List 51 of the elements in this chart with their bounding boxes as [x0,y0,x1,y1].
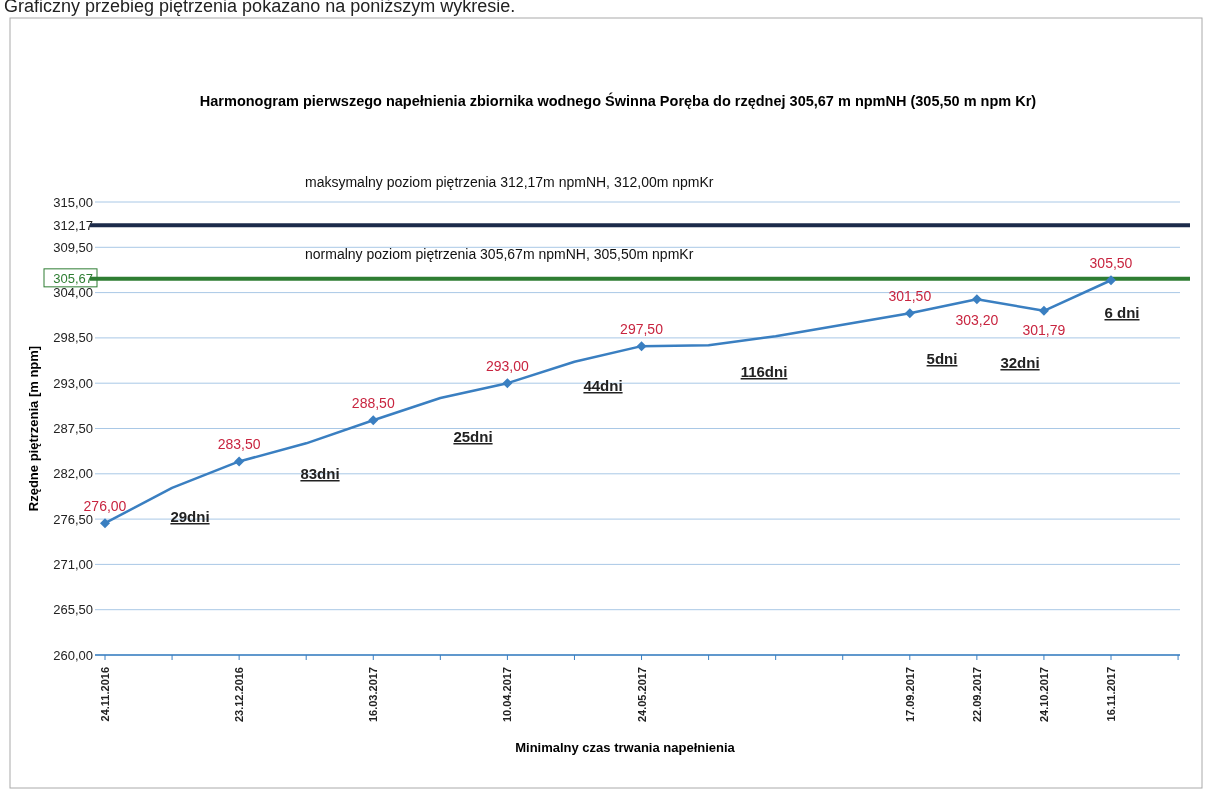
data-label: 301,79 [1022,321,1066,338]
point [904,308,915,319]
annotation: 5dni [926,350,958,367]
x-tick-label: 22.09.2017 [970,667,983,723]
x-tick-label: 24.11.2016 [99,667,111,722]
data-label: 303,20 [955,312,999,329]
chart-title: Harmonogram pierwszego napełnienia zbiornika wodnego Świnna Poręba do rzędnej 305,67 m npmNH (305,50 m npm Kr) [199,92,1037,109]
x-tick-label: 17.09.2017 [903,667,916,723]
annotation: 29dni [170,508,210,525]
data-label: 305,50 [1089,255,1133,272]
y-tick-label: 265,50 [53,602,93,618]
point [100,518,110,529]
data-label: 293,00 [485,358,530,375]
y-tick-label: 304,00 [53,285,93,301]
data-label: 297,50 [620,321,664,338]
ref-line-label: maksymalny poziom piętrzenia 312,17m npmNH, 312,00m npmKr [305,174,714,191]
y-tick-label: 309,50 [53,239,93,255]
y-tick-label: 260,00 [53,647,93,663]
annotation: 116dni [740,363,788,380]
data-label: 301,50 [888,288,932,305]
y-tick-label: 282,00 [53,466,93,482]
x-tick-label: 24.05.2017 [635,667,648,723]
point [636,341,647,352]
x-tick-label: 16.03.2017 [367,667,380,723]
point [502,378,513,389]
y-tick-label: 298,50 [53,330,93,346]
annotation: 83dni [300,465,340,482]
data-label: 288,50 [351,395,395,412]
x-tick-label: 24.10.2017 [1037,667,1050,723]
ref-line-label: normalny poziom piętrzenia 305,67m npmNH, 305,50m npmKr [305,245,694,262]
annotation: 32dni [1000,354,1040,371]
y-tick-label: 287,50 [53,421,93,436]
annotation: 6 dni [1104,304,1140,321]
point [1038,305,1049,316]
annotation: 25dni [453,428,493,445]
y-tick-label: 305,67 [53,271,93,287]
data-label: 283,50 [217,436,261,453]
point [368,415,379,426]
y-tick-label: 315,00 [53,194,93,210]
x-axis-title: Minimalny czas trwania napełnienia [515,740,736,755]
point [971,294,982,305]
x-tick-label: 16.11.2017 [1105,667,1117,722]
x-tick-label: 23.12.2016 [233,667,246,723]
y-tick-label: 271,00 [53,556,93,572]
y-tick-label: 312,17 [53,217,93,233]
point [234,456,245,467]
y-axis-title: Rzędne piętrzenia [m npm] [26,345,41,512]
y-tick-label: 293,00 [53,375,93,391]
x-tick-label: 10.04.2017 [501,667,514,723]
point [1106,275,1116,286]
annotation: 44dni [583,377,623,394]
